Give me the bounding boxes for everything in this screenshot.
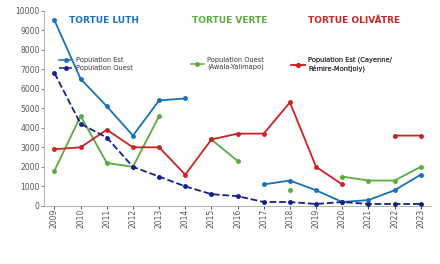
Text: TORTUE OLIVÂTRE: TORTUE OLIVÂTRE (308, 16, 400, 25)
Text: TORTUE VERTE: TORTUE VERTE (192, 16, 268, 25)
Legend: Population Est (Cayenne/
Rémire-Montjoly): Population Est (Cayenne/ Rémire-Montjoly… (291, 57, 392, 72)
Text: TORTUE LUTH: TORTUE LUTH (69, 16, 139, 25)
